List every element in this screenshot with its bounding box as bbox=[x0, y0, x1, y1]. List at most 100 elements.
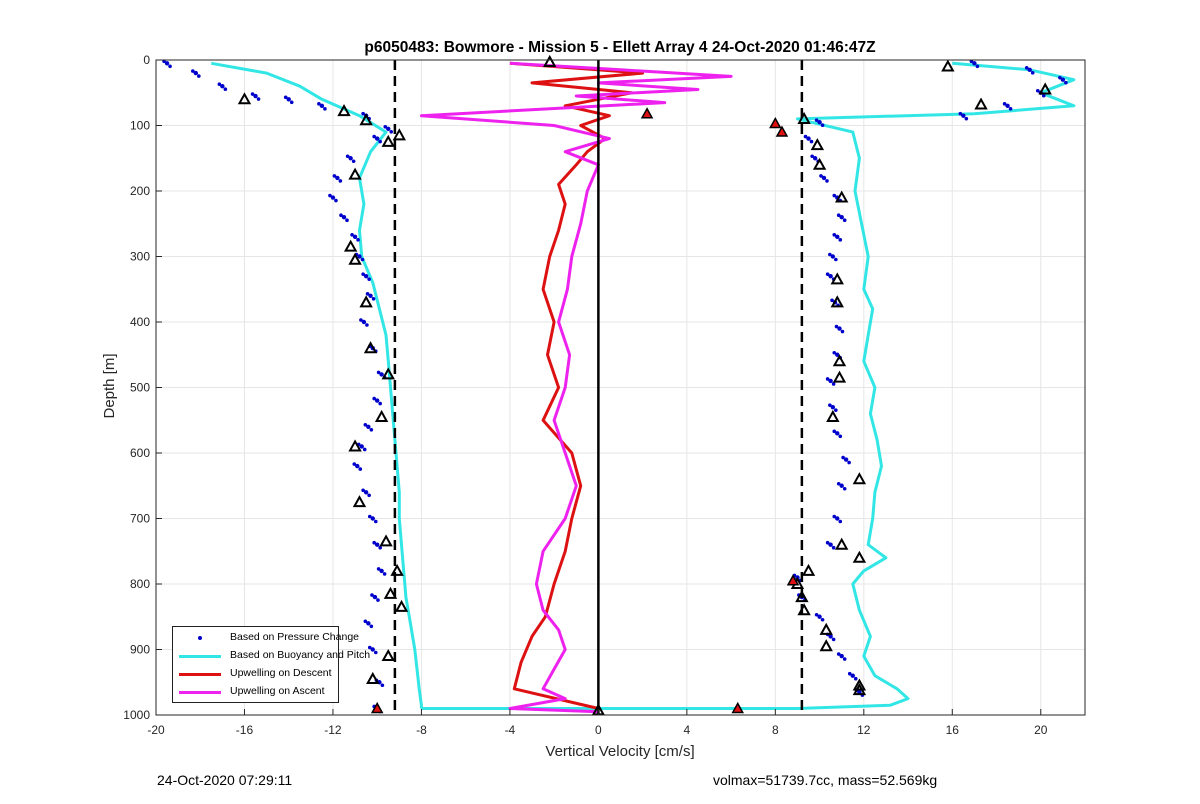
data-point bbox=[1058, 75, 1062, 80]
x-tick-label: -12 bbox=[324, 723, 342, 737]
data-point bbox=[373, 519, 378, 524]
data-point bbox=[351, 159, 356, 164]
data-point bbox=[352, 234, 358, 240]
data-point bbox=[358, 467, 363, 471]
data-point bbox=[356, 238, 360, 242]
data-point bbox=[361, 272, 365, 276]
x-tick-label: 12 bbox=[857, 723, 871, 737]
filled-triangle-marker bbox=[731, 701, 745, 714]
series-line bbox=[211, 61, 423, 709]
open-triangle-marker bbox=[797, 111, 811, 124]
open-triangle-marker bbox=[826, 409, 840, 422]
data-point bbox=[317, 102, 321, 106]
open-triangle-marker bbox=[834, 190, 849, 203]
open-triangle-marker bbox=[974, 97, 988, 110]
data-point bbox=[357, 254, 362, 259]
y-tick-label: 600 bbox=[130, 446, 150, 460]
legend-label: Upwelling on Descent bbox=[230, 667, 332, 679]
x-tick-label: -4 bbox=[505, 723, 516, 737]
filled-triangle-marker bbox=[640, 107, 654, 119]
data-point bbox=[361, 488, 365, 493]
data-point bbox=[367, 645, 372, 650]
data-point bbox=[338, 179, 343, 183]
data-point bbox=[367, 277, 371, 281]
data-point bbox=[842, 218, 847, 222]
data-point bbox=[359, 444, 364, 449]
data-point bbox=[820, 617, 825, 622]
data-point bbox=[828, 378, 833, 384]
open-triangle-marker bbox=[830, 295, 844, 308]
series-layer bbox=[162, 59, 1076, 714]
y-tick-label: 400 bbox=[130, 315, 150, 329]
data-point bbox=[831, 382, 836, 386]
data-point bbox=[283, 95, 288, 100]
open-triangle-marker bbox=[852, 550, 867, 563]
data-point bbox=[835, 516, 840, 521]
data-point bbox=[379, 372, 384, 377]
data-point bbox=[319, 103, 325, 109]
data-point bbox=[830, 298, 834, 303]
data-point bbox=[832, 514, 837, 519]
data-point bbox=[803, 134, 808, 139]
data-point bbox=[839, 653, 844, 659]
data-point bbox=[836, 213, 841, 217]
data-point bbox=[841, 455, 845, 460]
ticks: -20 -16 -12 -8 -4 0 4 8 12 16 20010020030040050060… bbox=[123, 53, 1047, 737]
filled-triangle-marker bbox=[786, 574, 800, 586]
open-triangle-marker bbox=[832, 354, 847, 367]
data-point bbox=[843, 457, 849, 462]
data-point bbox=[367, 514, 372, 519]
filled-triangle-marker bbox=[775, 125, 789, 137]
legend-swatch bbox=[179, 655, 221, 658]
open-triangle-marker bbox=[348, 252, 362, 265]
data-point bbox=[958, 111, 963, 116]
data-point bbox=[376, 598, 380, 602]
series-line bbox=[421, 61, 1076, 710]
data-point bbox=[378, 545, 382, 550]
open-triangle-marker bbox=[810, 138, 825, 151]
open-triangle-marker bbox=[832, 370, 847, 383]
open-triangle-marker bbox=[801, 563, 816, 576]
data-point bbox=[835, 352, 840, 357]
data-point bbox=[839, 215, 844, 220]
data-point bbox=[825, 377, 830, 381]
data-point bbox=[369, 624, 374, 629]
x-tick-label: 8 bbox=[772, 723, 779, 737]
data-point bbox=[382, 572, 387, 576]
y-axis-label: Depth [m] bbox=[101, 353, 118, 418]
data-point bbox=[363, 619, 368, 624]
data-point bbox=[832, 233, 837, 237]
legend-dot-marker bbox=[198, 636, 202, 640]
y-tick-label: 700 bbox=[130, 512, 150, 526]
open-triangle-marker bbox=[352, 495, 367, 508]
data-point bbox=[832, 193, 837, 198]
data-point bbox=[812, 156, 818, 161]
legend-label: Upwelling on Ascent bbox=[230, 685, 325, 697]
data-point bbox=[830, 254, 836, 259]
y-tick-label: 1000 bbox=[123, 708, 150, 722]
data-point bbox=[817, 614, 822, 619]
data-point bbox=[363, 423, 368, 427]
data-point bbox=[376, 370, 381, 375]
data-point bbox=[964, 116, 969, 121]
open-triangle-marker bbox=[374, 409, 389, 422]
data-point bbox=[352, 462, 357, 466]
open-triangle-marker bbox=[812, 157, 827, 170]
data-point bbox=[193, 70, 199, 76]
data-point bbox=[834, 324, 839, 329]
y-tick-label: 300 bbox=[130, 250, 150, 264]
data-point bbox=[842, 657, 847, 661]
data-point bbox=[362, 447, 367, 452]
x-tick-label: 0 bbox=[595, 723, 602, 737]
data-point bbox=[223, 87, 228, 91]
x-tick-label: -16 bbox=[236, 723, 254, 737]
data-point bbox=[360, 257, 365, 262]
data-point bbox=[350, 233, 354, 237]
data-point bbox=[828, 542, 833, 547]
data-point bbox=[370, 516, 375, 521]
data-point bbox=[836, 481, 841, 486]
data-point bbox=[838, 519, 843, 524]
data-point bbox=[832, 350, 837, 355]
open-triangle-marker bbox=[1038, 82, 1052, 95]
open-triangle-marker bbox=[237, 92, 252, 105]
